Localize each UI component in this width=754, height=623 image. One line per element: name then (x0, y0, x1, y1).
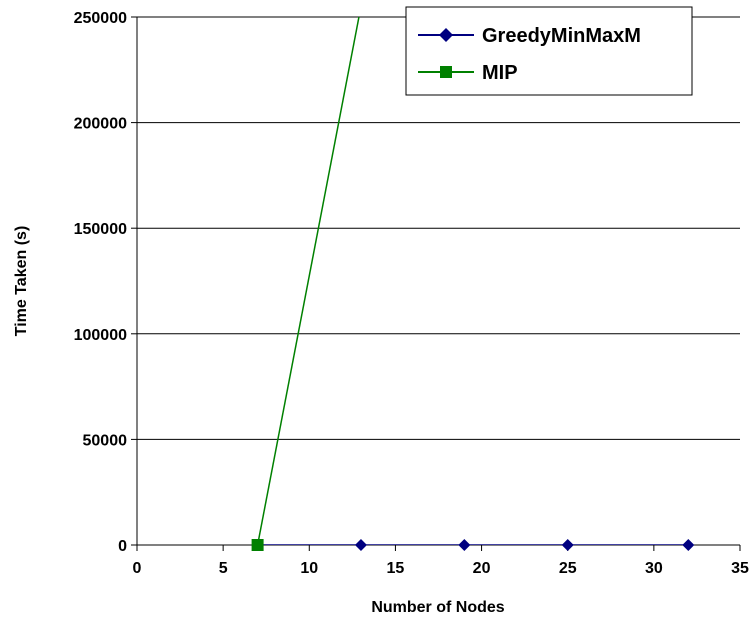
legend-marker-mip (440, 66, 452, 78)
x-axis-title: Number of Nodes (371, 599, 504, 616)
y-tick-label: 250000 (74, 10, 127, 27)
y-tick-label: 200000 (74, 116, 127, 133)
legend-label-mip: MIP (482, 62, 518, 84)
greedy-data-point (458, 539, 471, 551)
series-layer (256, 17, 689, 545)
greedy-data-point (354, 539, 367, 551)
x-tick-label: 0 (133, 560, 142, 577)
marker-layer (251, 539, 695, 551)
x-tick-label: 25 (559, 560, 577, 577)
y-tick-label: 0 (118, 538, 127, 555)
greedy-data-point (561, 539, 574, 551)
legend: GreedyMinMaxM MIP (405, 6, 693, 96)
y-axis-title: Time Taken (s) (13, 226, 30, 337)
y-tick-label: 150000 (74, 221, 127, 238)
x-tick-label: 20 (473, 560, 491, 577)
mip-data-point (251, 539, 264, 551)
x-tick-label: 5 (219, 560, 228, 577)
legend-marker-greedy (439, 28, 453, 42)
series-line-mip (256, 17, 360, 545)
legend-box (405, 6, 693, 96)
x-tick-label: 15 (387, 560, 405, 577)
greedy-data-point (682, 539, 695, 551)
x-tick-label: 10 (300, 560, 318, 577)
y-tick-label: 50000 (83, 432, 128, 449)
plot-area (137, 17, 740, 545)
y-tick-label: 100000 (74, 327, 127, 344)
x-tick-label: 30 (645, 560, 663, 577)
x-tick-label: 35 (731, 560, 749, 577)
legend-label-greedy: GreedyMinMaxM (482, 25, 641, 47)
tick-labels: 0 50000 100000 150000 200000 250000 0 5 10 15 20 25… (74, 10, 749, 577)
